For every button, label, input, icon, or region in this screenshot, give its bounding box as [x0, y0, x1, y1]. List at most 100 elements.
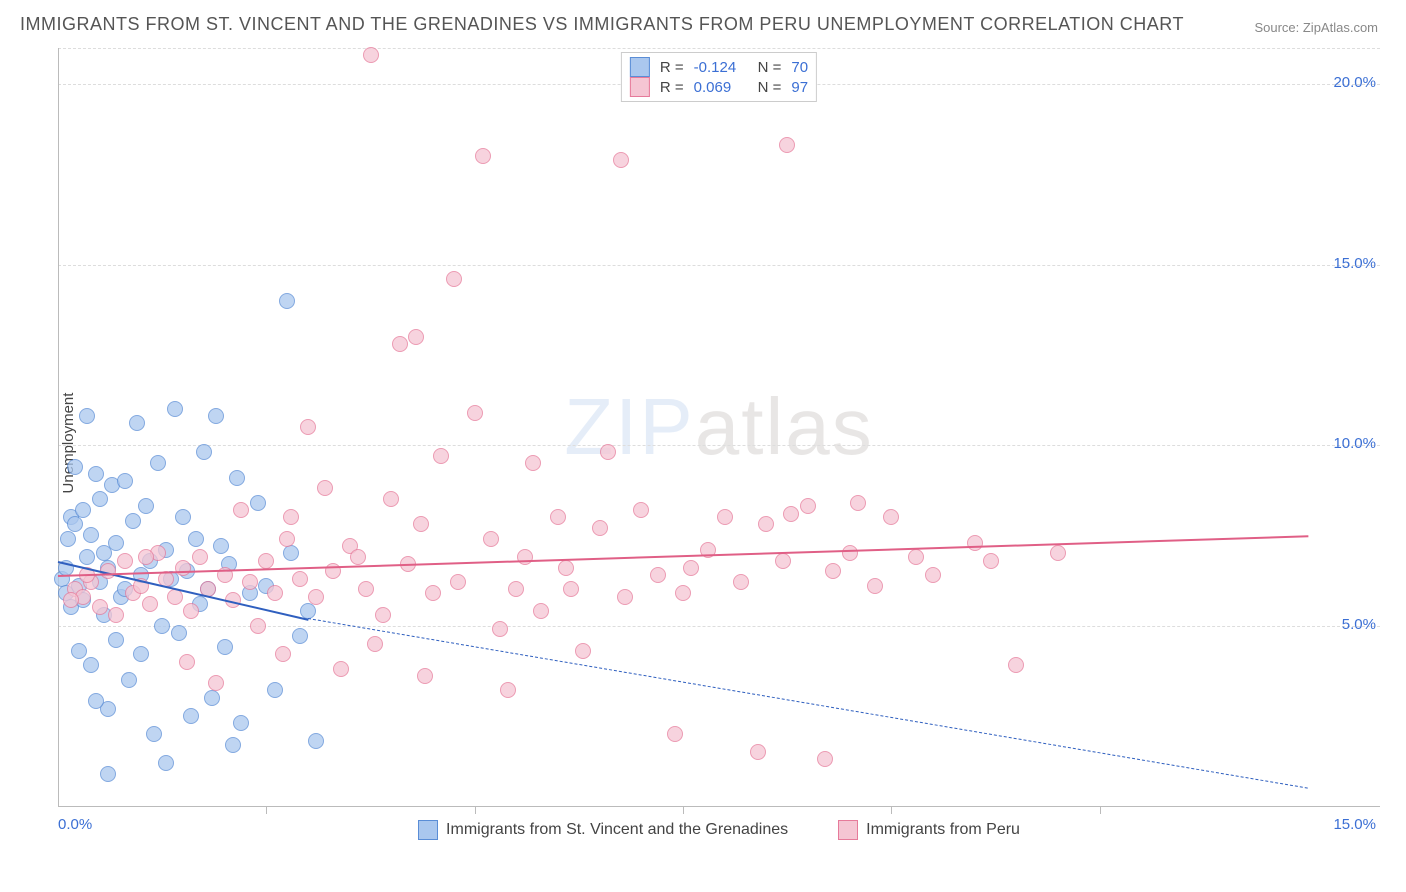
r-value: -0.124: [694, 59, 748, 76]
data-point: [492, 621, 508, 637]
data-point: [88, 693, 104, 709]
data-point: [283, 509, 299, 525]
data-point: [60, 531, 76, 547]
data-point: [333, 661, 349, 677]
data-point: [683, 560, 699, 576]
data-point: [317, 480, 333, 496]
data-point: [408, 329, 424, 345]
data-point: [750, 744, 766, 760]
data-point: [967, 535, 983, 551]
data-point: [146, 726, 162, 742]
data-point: [292, 571, 308, 587]
data-point: [883, 509, 899, 525]
data-point: [292, 628, 308, 644]
data-point: [204, 690, 220, 706]
legend-item: Immigrants from Peru: [838, 820, 1020, 840]
data-point: [558, 560, 574, 576]
data-point: [83, 527, 99, 543]
x-axis: [58, 806, 1380, 807]
data-point: [79, 549, 95, 565]
data-point: [142, 596, 158, 612]
data-point: [217, 639, 233, 655]
data-point: [383, 491, 399, 507]
data-point: [179, 654, 195, 670]
data-point: [83, 657, 99, 673]
watermark-zip: ZIP: [564, 382, 694, 471]
data-point: [363, 47, 379, 63]
data-point: [467, 405, 483, 421]
data-point: [983, 553, 999, 569]
data-point: [225, 737, 241, 753]
data-point: [733, 574, 749, 590]
data-point: [92, 491, 108, 507]
data-point: [275, 646, 291, 662]
data-point: [613, 152, 629, 168]
data-point: [667, 726, 683, 742]
data-point: [358, 581, 374, 597]
data-point: [367, 636, 383, 652]
data-point: [171, 625, 187, 641]
data-point: [592, 520, 608, 536]
data-point: [775, 553, 791, 569]
data-point: [650, 567, 666, 583]
data-point: [233, 715, 249, 731]
data-point: [133, 646, 149, 662]
data-point: [188, 531, 204, 547]
data-point: [154, 618, 170, 634]
legend-swatch: [838, 820, 858, 840]
data-point: [413, 516, 429, 532]
y-axis: [58, 48, 59, 806]
y-tick-label: 20.0%: [1333, 74, 1376, 91]
data-point: [850, 495, 866, 511]
x-tick-mark: [266, 806, 267, 814]
data-point: [279, 531, 295, 547]
data-point: [300, 419, 316, 435]
data-point: [150, 455, 166, 471]
chart-title: IMMIGRANTS FROM ST. VINCENT AND THE GREN…: [20, 14, 1184, 35]
data-point: [779, 137, 795, 153]
r-label: R =: [660, 59, 684, 76]
data-point: [108, 535, 124, 551]
grid-line: [58, 48, 1380, 49]
data-point: [108, 607, 124, 623]
data-point: [183, 603, 199, 619]
data-point: [183, 708, 199, 724]
data-point: [1008, 657, 1024, 673]
grid-line: [58, 445, 1380, 446]
x-tick-mark: [1100, 806, 1101, 814]
data-point: [213, 538, 229, 554]
n-value: 97: [791, 79, 808, 96]
n-label: N =: [758, 59, 782, 76]
series-legend: Immigrants from St. Vincent and the Gren…: [58, 820, 1380, 840]
plot-area: ZIPatlas 5.0%10.0%15.0%20.0%0.0%15.0%R =…: [58, 48, 1380, 838]
data-point: [308, 733, 324, 749]
y-tick-label: 5.0%: [1342, 616, 1376, 633]
data-point: [633, 502, 649, 518]
n-label: N =: [758, 79, 782, 96]
data-point: [817, 751, 833, 767]
data-point: [446, 271, 462, 287]
data-point: [783, 506, 799, 522]
data-point: [129, 415, 145, 431]
data-point: [417, 668, 433, 684]
data-point: [75, 502, 91, 518]
data-point: [258, 553, 274, 569]
data-point: [279, 293, 295, 309]
data-point: [867, 578, 883, 594]
data-point: [175, 509, 191, 525]
data-point: [283, 545, 299, 561]
data-point: [925, 567, 941, 583]
data-point: [525, 455, 541, 471]
data-point: [88, 466, 104, 482]
data-point: [392, 336, 408, 352]
r-value: 0.069: [694, 79, 748, 96]
legend-label: Immigrants from Peru: [866, 821, 1020, 839]
data-point: [500, 682, 516, 698]
watermark-atlas: atlas: [695, 382, 874, 471]
data-point: [79, 408, 95, 424]
grid-line: [58, 265, 1380, 266]
data-point: [92, 599, 108, 615]
data-point: [842, 545, 858, 561]
data-point: [167, 401, 183, 417]
data-point: [575, 643, 591, 659]
